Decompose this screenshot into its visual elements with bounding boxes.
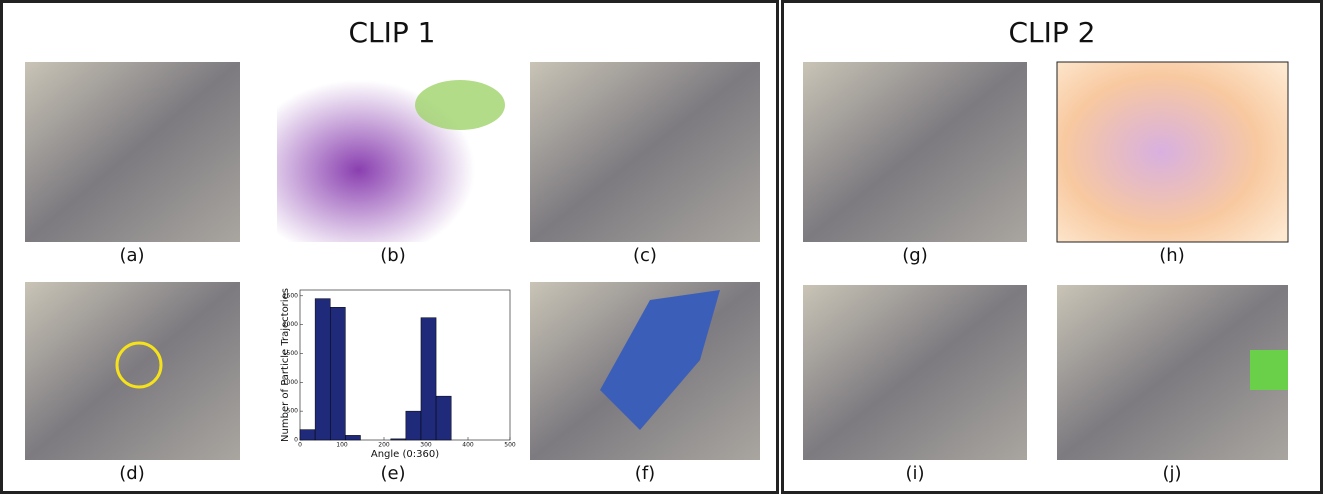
bar [345, 435, 360, 440]
bar [406, 411, 421, 440]
panel-label: (f) [635, 463, 655, 484]
panel-label: (e) [380, 463, 405, 484]
panel-label: (j) [1162, 463, 1181, 484]
panel-label: (a) [119, 245, 144, 266]
photo [25, 282, 240, 460]
panel-label: (h) [1159, 245, 1184, 266]
clip-title: CLIP 2 [1008, 16, 1095, 49]
photo [803, 62, 1027, 242]
bar [391, 439, 406, 440]
clip-title: CLIP 1 [348, 16, 435, 49]
x-axis-label: Angle (0:360) [371, 449, 439, 460]
flow-map [1057, 62, 1288, 242]
x-tick-label: 400 [462, 442, 474, 449]
bar [315, 299, 330, 440]
panel-label: (i) [905, 463, 924, 484]
x-tick-label: 500 [504, 442, 516, 449]
x-tick-label: 100 [336, 442, 348, 449]
panel-label: (c) [633, 245, 657, 266]
bar [421, 318, 436, 440]
bar [436, 396, 451, 440]
x-tick-label: 0 [298, 442, 302, 449]
panel-label: (b) [380, 245, 405, 266]
photo [530, 62, 760, 242]
panel-label: (g) [902, 245, 927, 266]
panel-label: (d) [119, 463, 144, 484]
bar [330, 307, 345, 440]
photo [25, 62, 240, 242]
figure: CLIP 1 CLIP 2 (a) (b) (c) (d) (e) (f) (g) (h) (i… [0, 0, 1323, 494]
x-tick-label: 300 [420, 442, 432, 449]
y-axis-label: Number of Particle Trajectories [280, 288, 291, 442]
x-tick-label: 200 [378, 442, 390, 449]
photo [803, 285, 1027, 460]
bar [300, 430, 315, 440]
